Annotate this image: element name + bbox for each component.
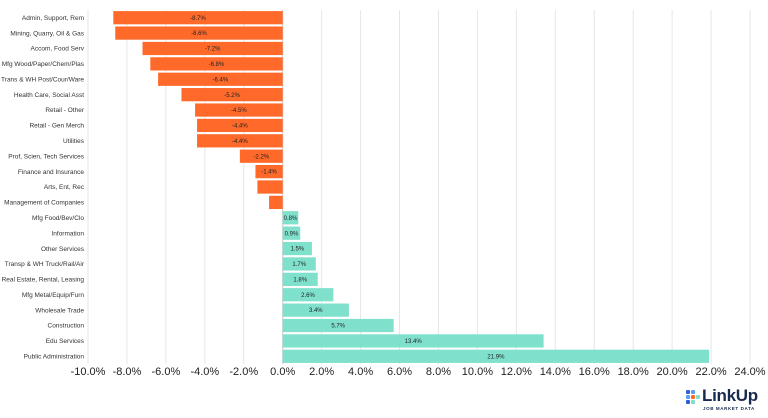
category-label: Construction bbox=[48, 323, 85, 330]
data-label: 0.8% bbox=[284, 216, 298, 222]
category-label: Transp & WH Truck/Rail/Air bbox=[5, 261, 85, 268]
x-tick-label: -10.0% bbox=[71, 366, 106, 378]
bar bbox=[142, 41, 283, 56]
bar bbox=[197, 118, 283, 133]
x-tick-label: 12.0% bbox=[501, 366, 532, 378]
bar bbox=[282, 257, 316, 271]
bar bbox=[158, 72, 283, 86]
bar bbox=[282, 349, 710, 363]
linkup-logo: LinkUp JOB MARKET DATA bbox=[686, 386, 766, 416]
bar bbox=[197, 134, 283, 148]
x-tick-label: 24.0% bbox=[734, 366, 765, 378]
category-label: Arts, Ent, Rec bbox=[44, 184, 85, 191]
x-tick-label: -6.0% bbox=[152, 366, 181, 378]
data-label: -2.2% bbox=[253, 154, 269, 160]
bar bbox=[282, 272, 318, 286]
data-label: 3.4% bbox=[309, 308, 323, 314]
category-label: Admin, Support, Rem bbox=[22, 15, 84, 22]
category-label: Other Services bbox=[41, 246, 85, 253]
bar bbox=[282, 211, 299, 225]
data-label: 13.4% bbox=[405, 339, 423, 345]
x-tick-label: 20.0% bbox=[657, 366, 688, 378]
data-label: -7.2% bbox=[205, 47, 221, 53]
category-label: Mfg Food/Bev/Clo bbox=[32, 215, 84, 222]
data-label: 1.8% bbox=[293, 277, 307, 283]
x-tick-label: -8.0% bbox=[113, 366, 142, 378]
category-label: Retail - Gen Merch bbox=[29, 123, 84, 130]
data-label: -5.2% bbox=[224, 93, 240, 99]
data-label: -6.4% bbox=[213, 77, 229, 83]
category-label: Management of Companies bbox=[4, 200, 85, 207]
bar bbox=[195, 103, 283, 117]
x-tick-label: 18.0% bbox=[618, 366, 649, 378]
data-label: 5.7% bbox=[331, 324, 345, 330]
logo-dots-icon bbox=[686, 390, 700, 406]
bar bbox=[282, 334, 544, 348]
x-tick-label: 6.0% bbox=[387, 366, 412, 378]
x-tick-label: 14.0% bbox=[540, 366, 571, 378]
data-label: 1.5% bbox=[290, 247, 304, 253]
data-label: 0.9% bbox=[285, 231, 299, 237]
bar bbox=[282, 288, 334, 302]
data-label: -1.4% bbox=[261, 170, 277, 176]
data-label: -8.6% bbox=[191, 31, 207, 37]
data-label: -4.5% bbox=[231, 108, 247, 114]
bar bbox=[113, 11, 283, 25]
category-label: Health Care, Social Asst bbox=[14, 92, 84, 99]
x-tick-label: 16.0% bbox=[579, 366, 610, 378]
category-label: Edu Services bbox=[46, 338, 85, 345]
bar bbox=[181, 88, 283, 102]
bar bbox=[115, 26, 283, 40]
x-tick-label: 8.0% bbox=[426, 366, 451, 378]
x-tick-label: 22.0% bbox=[695, 366, 726, 378]
category-label: Information bbox=[51, 230, 84, 237]
data-label: -6.8% bbox=[209, 62, 225, 68]
bar bbox=[269, 195, 283, 210]
category-label: Prof, Scien, Tech Services bbox=[8, 153, 84, 160]
bar bbox=[282, 303, 349, 317]
bar bbox=[282, 226, 301, 240]
category-label: Real Estate, Rental, Leasing bbox=[2, 277, 85, 284]
x-tick-label: 0.0% bbox=[270, 366, 295, 378]
category-label: Trans & WH Post/Cour/Ware bbox=[1, 76, 84, 83]
x-tick-label: 4.0% bbox=[348, 366, 373, 378]
category-label: Public Administration bbox=[24, 354, 85, 361]
x-tick-label: -2.0% bbox=[229, 366, 258, 378]
category-label: Mining, Quarry, Oil & Gas bbox=[10, 30, 84, 37]
data-label: 1.7% bbox=[292, 262, 306, 268]
category-label: Accom, Food Serv bbox=[31, 46, 85, 53]
data-label: 21.9% bbox=[487, 354, 505, 360]
bar bbox=[239, 149, 283, 163]
bar bbox=[282, 318, 394, 333]
category-label: Mfg Wood/Paper/Chem/Plas bbox=[2, 61, 85, 68]
bar bbox=[150, 57, 283, 71]
bar bbox=[282, 241, 312, 256]
category-label: Mfg Metal/Equip/Furn bbox=[22, 292, 85, 299]
x-tick-label: -4.0% bbox=[190, 366, 219, 378]
x-tick-label: 10.0% bbox=[462, 366, 493, 378]
x-tick-label: 2.0% bbox=[309, 366, 334, 378]
bar bbox=[257, 180, 283, 194]
data-label: 2.6% bbox=[301, 293, 315, 299]
data-label: -8.7% bbox=[190, 16, 206, 22]
logo-wordmark: LinkUp bbox=[702, 386, 758, 405]
category-label: Finance and Insurance bbox=[18, 169, 85, 176]
category-label: Utilities bbox=[63, 138, 85, 145]
data-label: -4.4% bbox=[232, 139, 248, 145]
category-label: Wholesale Trade bbox=[35, 307, 84, 314]
bar bbox=[255, 164, 283, 179]
logo-tagline: JOB MARKET DATA bbox=[703, 406, 755, 411]
data-label: -4.4% bbox=[232, 124, 248, 130]
category-label: Retail - Other bbox=[45, 107, 84, 114]
